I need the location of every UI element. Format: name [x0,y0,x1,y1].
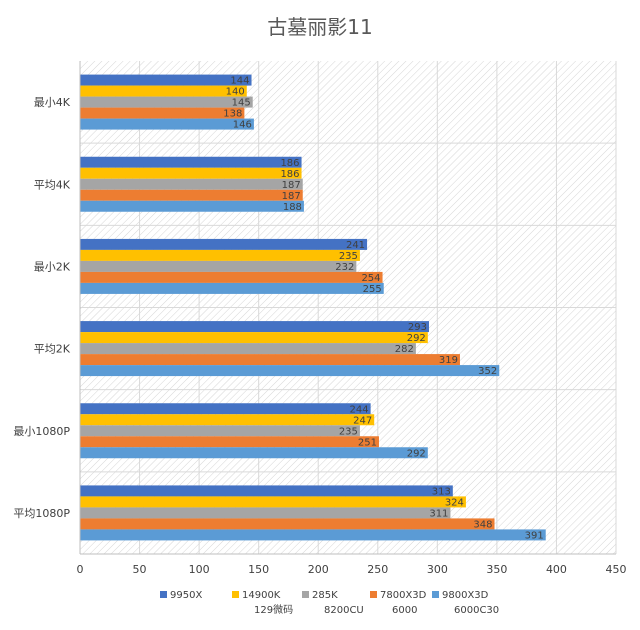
axes: 0 50 100 150 200 250 300 350 400 450 最小4K 平均4K 最小2K 平… [13,61,627,576]
data-label: 187 [282,180,301,191]
bar [80,485,453,497]
bar [80,414,375,426]
legend-swatch [370,591,377,598]
legend-swatch [302,591,309,598]
bar [80,167,302,179]
bar [80,118,254,130]
data-labels: 1441401451381461861861871871882412352322… [223,76,543,542]
x-tick-label: 200 [308,563,329,576]
data-label: 255 [363,284,382,295]
bar [80,332,428,344]
bar [80,260,357,272]
x-tick-label: 50 [133,563,147,576]
data-label: 188 [283,202,302,213]
bar [80,496,466,508]
legend-swatch [232,591,239,598]
legend-swatch [160,591,167,598]
category-label: 最小4K [34,96,71,109]
bar [80,447,428,459]
bar [80,425,360,437]
legend-label: 6000 [392,605,417,616]
bar [80,365,500,377]
bar [80,74,252,86]
data-label: 293 [408,322,427,333]
bar [80,529,546,541]
bar [80,249,360,261]
bar [80,282,384,294]
category-label: 平均2K [34,343,71,356]
x-tick-label: 400 [546,563,567,576]
legend-label: 8200CU [324,605,364,616]
data-label: 348 [473,519,492,530]
data-label: 232 [335,262,354,273]
bar [80,96,253,108]
category-label: 最小1080P [13,425,70,438]
bar [80,189,303,201]
bar [80,518,495,530]
chart-title: 古墓丽影11 [267,15,372,39]
bar [80,238,368,250]
bar [80,200,304,212]
bar [80,107,245,119]
data-label: 138 [223,109,242,120]
data-label: 146 [233,120,252,131]
bars [80,74,546,541]
legend-label: 9950X [170,590,202,601]
data-label: 292 [407,333,426,344]
bar [80,343,416,355]
bar [80,271,383,283]
x-tick-label: 250 [367,563,388,576]
data-label: 241 [346,240,365,251]
data-label: 235 [339,251,358,262]
data-label: 319 [439,355,458,366]
bar [80,178,303,190]
data-label: 244 [350,404,369,415]
data-label: 186 [280,169,299,180]
data-label: 282 [395,344,414,355]
data-label: 145 [232,98,251,109]
bar [80,403,371,415]
legend: 9950X 14900K 129微码 285K 8200CU 7800X3D 6000 980… [160,590,499,616]
legend-label: 129微码 [254,603,293,616]
data-label: 235 [339,426,358,437]
category-label: 最小2K [34,260,71,273]
data-label: 352 [478,366,497,377]
bar [80,354,460,366]
data-label: 292 [407,448,426,459]
data-label: 186 [280,158,299,169]
data-label: 144 [230,76,249,87]
data-label: 324 [445,497,464,508]
x-tick-label: 300 [427,563,448,576]
data-label: 140 [226,87,245,98]
bar [80,321,429,333]
data-label: 391 [525,530,544,541]
bar [80,507,451,519]
bar [80,85,247,97]
x-tick-label: 350 [486,563,507,576]
legend-swatch [432,591,439,598]
x-tick-label: 100 [189,563,210,576]
x-tick-label: 150 [248,563,269,576]
category-label: 平均4K [34,178,71,191]
legend-label: 6000C30 [454,605,499,616]
data-label: 313 [432,486,451,497]
data-label: 311 [429,508,448,519]
legend-label: 285K [312,590,338,601]
data-label: 247 [353,415,372,426]
grid-lines [79,61,617,554]
legend-label: 7800X3D [380,590,427,601]
legend-label: 9800X3D [442,590,489,601]
legend-label: 14900K [242,590,281,601]
category-label: 平均1080P [13,507,70,520]
x-tick-label: 0 [77,563,84,576]
bar [80,156,302,168]
bar [80,436,379,448]
data-label: 251 [358,437,377,448]
x-tick-label: 450 [606,563,627,576]
data-label: 254 [361,273,380,284]
data-label: 187 [282,191,301,202]
